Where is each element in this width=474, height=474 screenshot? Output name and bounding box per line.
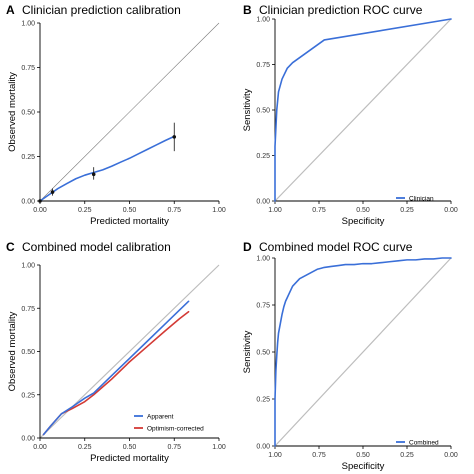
data-point [50, 190, 55, 194]
y-axis-title: Sensitivity [242, 88, 253, 131]
panel-c: C Combined model calibration 0.00 0.25 0.50 0… [6, 240, 226, 464]
y-tick-label: 0.25 [21, 154, 35, 161]
x-axis-title: Specificity [342, 461, 385, 472]
reference-diagonal [274, 18, 452, 202]
series-line-0 [274, 18, 452, 202]
panel-d: D Combined model ROC curve 1.00 0.75 0.50 0.2… [242, 240, 458, 472]
y-tick-label: 0.50 [256, 350, 270, 357]
panel-title: Combined model ROC curve [259, 240, 413, 254]
x-tick-label: 0.25 [78, 207, 92, 214]
y-tick-label: 0.75 [21, 65, 35, 72]
x-tick-label: 1.00 [268, 452, 282, 459]
x-tick-label: 0.00 [33, 444, 47, 451]
series-line-0 [39, 135, 176, 202]
y-tick-label: 0.25 [256, 397, 270, 404]
x-tick-label: 1.00 [212, 207, 226, 214]
legend-label-1: Optimism-corrected [147, 425, 204, 432]
y-tick-label: 0.75 [256, 62, 270, 69]
x-tick-label: 0.75 [312, 452, 326, 459]
y-tick-label: 0.00 [21, 436, 35, 443]
y-axis-title: Sensitivity [242, 330, 253, 373]
panel-letter: C [6, 240, 15, 254]
y-tick-label: 0.00 [256, 444, 270, 451]
y-tick-label: 0.25 [21, 392, 35, 399]
y-tick-label: 0.50 [256, 108, 270, 115]
y-tick-label: 1.00 [256, 17, 270, 24]
x-tick-label: 0.75 [167, 444, 181, 451]
reference-diagonal [39, 22, 220, 202]
x-axis-title: Predicted mortality [90, 216, 169, 227]
x-tick-label: 0.75 [167, 207, 181, 214]
panel-letter: D [243, 240, 252, 254]
x-axis-title: Predicted mortality [90, 453, 169, 464]
x-tick-label: 0.00 [444, 207, 458, 214]
legend-label-0: Combined [409, 439, 439, 446]
x-tick-label: 0.50 [123, 207, 137, 214]
data-point [91, 172, 96, 177]
x-tick-label: 1.00 [268, 207, 282, 214]
panel-title: Clinician prediction ROC curve [259, 3, 423, 17]
panel-letter: B [243, 3, 252, 17]
y-tick-label: 0.25 [256, 153, 270, 160]
x-tick-label: 0.00 [33, 207, 47, 214]
y-tick-label: 1.00 [21, 263, 35, 270]
x-tick-label: 0.25 [78, 444, 92, 451]
y-tick-label: 0.50 [21, 349, 35, 356]
y-tick-label: 1.00 [21, 21, 35, 28]
panel-title: Combined model calibration [22, 240, 171, 254]
series-line-0 [274, 257, 452, 447]
x-tick-label: 0.25 [400, 452, 414, 459]
y-axis-title: Observed mortality [7, 311, 18, 391]
x-tick-label: 0.00 [444, 452, 458, 459]
y-tick-label: 0.50 [21, 110, 35, 117]
legend-label-0: Apparent [147, 413, 174, 420]
data-point [172, 135, 177, 139]
data-point [38, 199, 42, 203]
x-tick-label: 0.25 [400, 207, 414, 214]
panel-a: A Clinician prediction calibration 0.00 0.2… [6, 3, 226, 227]
x-tick-label: 0.75 [312, 207, 326, 214]
x-tick-label: 0.50 [123, 444, 137, 451]
panel-title: Clinician prediction calibration [22, 3, 181, 17]
series-line-0 [42, 300, 190, 436]
x-tick-label: 0.50 [356, 207, 370, 214]
y-tick-label: 0.75 [21, 306, 35, 313]
x-tick-label: 1.00 [212, 444, 226, 451]
reference-diagonal [274, 257, 452, 447]
y-tick-label: 0.00 [256, 199, 270, 206]
panel-letter: A [6, 3, 15, 17]
y-tick-label: 1.00 [256, 256, 270, 263]
y-tick-label: 0.00 [21, 199, 35, 206]
x-axis-title: Specificity [342, 216, 385, 227]
x-tick-label: 0.50 [356, 452, 370, 459]
y-axis-title: Observed mortality [7, 72, 18, 152]
legend-label-0: Clinician [409, 195, 434, 202]
y-tick-label: 0.75 [256, 303, 270, 310]
